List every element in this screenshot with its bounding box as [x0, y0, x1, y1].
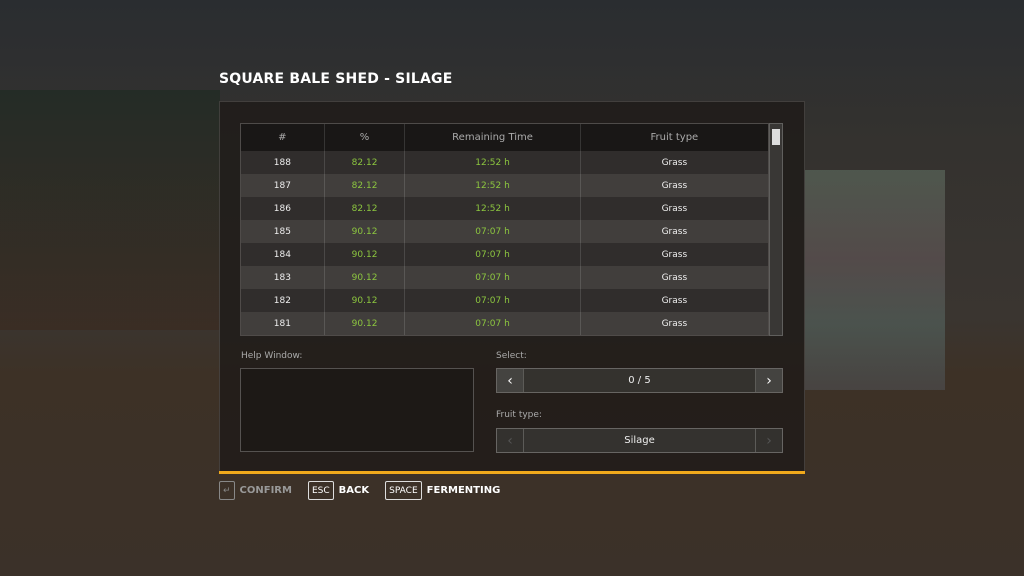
- cell-number: 185: [241, 220, 325, 243]
- select-stepper: ‹ 0 / 5 ›: [496, 368, 783, 393]
- cell-number: 186: [241, 197, 325, 220]
- cell-percent: 82.12: [325, 174, 406, 197]
- select-prev-button[interactable]: ‹: [497, 369, 523, 392]
- cell-fruit-type: Grass: [661, 226, 688, 237]
- cell-number: 188: [241, 151, 325, 174]
- cell-remaining-time: 07:07 h: [405, 220, 581, 243]
- table-row[interactable]: 182 90.12 07:07 h Grass: [241, 289, 768, 312]
- header-number: #: [241, 124, 325, 151]
- table-row[interactable]: 183 90.12 07:07 h Grass: [241, 266, 768, 289]
- footer-actions: ↵ CONFIRM ESC BACK SPACE FERMENTING: [219, 481, 500, 500]
- select-next-button[interactable]: ›: [756, 369, 782, 392]
- accent-line: [219, 471, 805, 474]
- cell-number: 182: [241, 289, 325, 312]
- cell-remaining-time: 07:07 h: [405, 266, 581, 289]
- fruit-type-stepper: ‹ Silage ›: [496, 428, 783, 453]
- header-fruit-type: Fruit type: [650, 132, 699, 143]
- select-value: 0 / 5: [523, 369, 756, 392]
- fermenting-label: FERMENTING: [426, 485, 501, 496]
- fruit-prev-button[interactable]: ‹: [497, 429, 523, 452]
- confirm-label: CONFIRM: [239, 485, 292, 496]
- background-bales: [805, 170, 945, 390]
- cell-percent: 90.12: [325, 312, 406, 335]
- cell-fruit-type: Grass: [661, 180, 688, 191]
- table-row[interactable]: 186 82.12 12:52 h Grass: [241, 197, 768, 220]
- fruit-type-value: Silage: [523, 429, 756, 452]
- cell-remaining-time: 12:52 h: [405, 174, 581, 197]
- cell-remaining-time: 07:07 h: [405, 312, 581, 335]
- cell-fruit-type: Grass: [661, 295, 688, 306]
- fruit-type-label: Fruit type:: [496, 410, 542, 420]
- table-scrollbar[interactable]: [769, 123, 783, 336]
- cell-percent: 82.12: [325, 151, 406, 174]
- cell-remaining-time: 12:52 h: [405, 151, 581, 174]
- cell-number: 187: [241, 174, 325, 197]
- cell-percent: 90.12: [325, 243, 406, 266]
- cell-percent: 90.12: [325, 220, 406, 243]
- cell-remaining-time: 07:07 h: [405, 243, 581, 266]
- page-title: SQUARE BALE SHED - SILAGE: [219, 71, 453, 87]
- table-row[interactable]: 184 90.12 07:07 h Grass: [241, 243, 768, 266]
- background-forest: [0, 90, 220, 330]
- confirm-button[interactable]: ↵ CONFIRM: [219, 481, 292, 500]
- enter-key-icon: ↵: [219, 481, 235, 500]
- fermenting-button[interactable]: SPACE FERMENTING: [385, 481, 500, 500]
- table-row[interactable]: 181 90.12 07:07 h Grass: [241, 312, 768, 335]
- help-window-label: Help Window:: [241, 351, 303, 361]
- cell-fruit-type: Grass: [661, 203, 688, 214]
- table-row[interactable]: 188 82.12 12:52 h Grass: [241, 151, 768, 174]
- cell-remaining-time: 07:07 h: [405, 289, 581, 312]
- table-row[interactable]: 185 90.12 07:07 h Grass: [241, 220, 768, 243]
- table-row[interactable]: 187 82.12 12:52 h Grass: [241, 174, 768, 197]
- bale-table: # % Remaining Time Fruit type 188 82.12 12…: [240, 123, 769, 336]
- cell-fruit-type: Grass: [661, 249, 688, 260]
- header-remaining-time: Remaining Time: [405, 124, 581, 151]
- space-key-icon: SPACE: [385, 481, 422, 500]
- help-window: [240, 368, 474, 452]
- cell-percent: 90.12: [325, 266, 406, 289]
- cell-remaining-time: 12:52 h: [405, 197, 581, 220]
- cell-fruit-type: Grass: [661, 272, 688, 283]
- fruit-next-button[interactable]: ›: [756, 429, 782, 452]
- back-button[interactable]: ESC BACK: [307, 481, 370, 500]
- scrollbar-thumb[interactable]: [772, 129, 780, 145]
- table-header: # % Remaining Time Fruit type: [241, 124, 768, 151]
- cell-percent: 90.12: [325, 289, 406, 312]
- header-percent: %: [325, 124, 406, 151]
- cell-fruit-type: Grass: [661, 157, 688, 168]
- cell-fruit-type: Grass: [661, 318, 688, 329]
- esc-key-icon: ESC: [307, 481, 334, 500]
- select-label: Select:: [496, 351, 527, 361]
- cell-number: 183: [241, 266, 325, 289]
- back-label: BACK: [338, 485, 370, 496]
- cell-number: 181: [241, 312, 325, 335]
- cell-number: 184: [241, 243, 325, 266]
- cell-percent: 82.12: [325, 197, 406, 220]
